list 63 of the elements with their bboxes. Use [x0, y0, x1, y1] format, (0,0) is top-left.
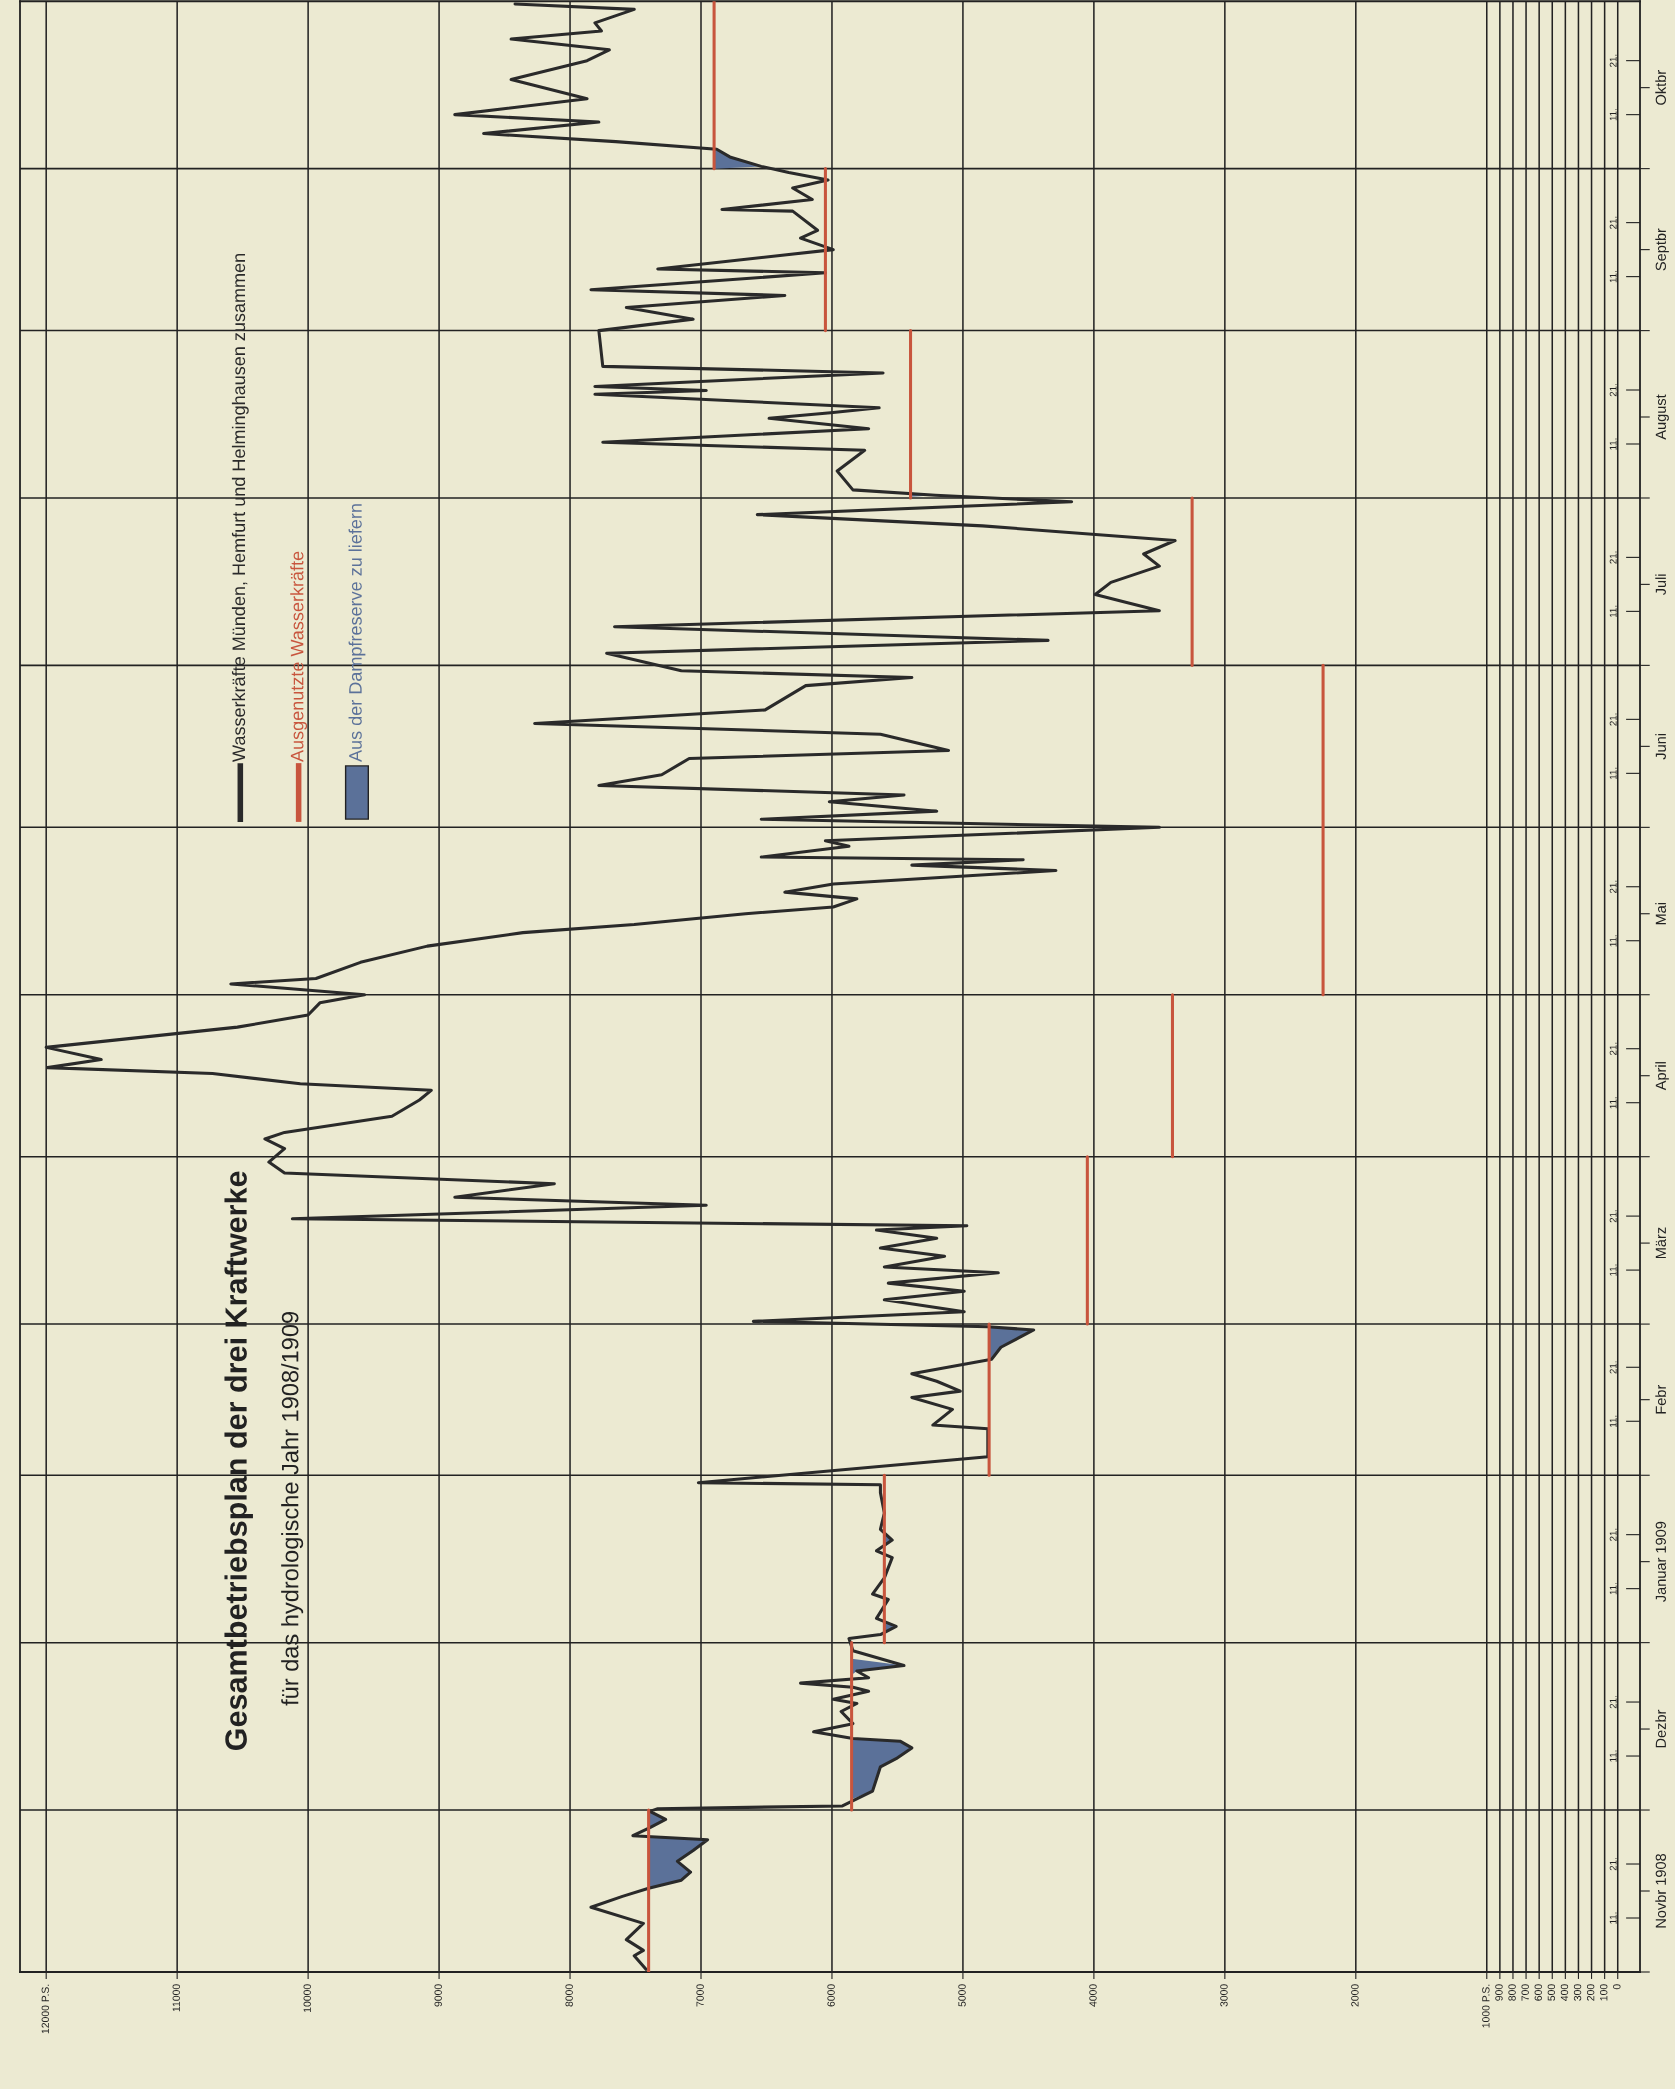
y2-tick-label: 21.	[1609, 1042, 1617, 1055]
x-tick-label: 11000	[172, 1984, 180, 2012]
y2-tick-label: 21.	[1609, 1696, 1617, 1709]
y2-tick-label: 21.	[1609, 880, 1617, 894]
x-tick-label: 6000	[827, 1984, 835, 2007]
text: Aus der Dampfreserve zu liefern	[348, 504, 366, 762]
x-tick-label: 400	[1560, 1984, 1569, 2001]
y-tick-label: Febr	[1655, 1384, 1666, 1414]
x-tick-label: 100	[1600, 1984, 1608, 2001]
y-tick-label: März	[1655, 1227, 1666, 1259]
y2-tick-label: 11.	[1609, 271, 1617, 283]
y2-tick-label: 21.	[1609, 1361, 1617, 1374]
y2-tick-label: 11.	[1609, 438, 1617, 450]
y-tick-label: Mai	[1655, 902, 1666, 925]
y-tick-label: Juni	[1655, 733, 1666, 760]
x-tick-label: 7000	[696, 1984, 704, 2007]
x-tick-label: 12000 P.S.	[41, 1984, 49, 2034]
x-tick-label: 600	[1534, 1984, 1542, 2001]
x-tick-label: 8000	[565, 1984, 573, 2007]
x-tick-label: 1000 P.S.	[1482, 1984, 1490, 2028]
x-tick-label: 700	[1521, 1984, 1529, 2001]
y2-tick-label: 21.	[1609, 1858, 1617, 1871]
text: Wasserkräfte Münden, Hemfurt und Helminghausen zusammen	[231, 254, 249, 762]
y2-tick-label: 21.	[1609, 1210, 1617, 1223]
y2-tick-label: 11.	[1609, 1912, 1617, 1924]
x-tick-label: 2000	[1351, 1984, 1359, 2007]
y2-tick-label: 11.	[1609, 1264, 1617, 1276]
x-tick-label: 800	[1508, 1984, 1516, 2001]
y-tick-label: Septbr	[1655, 228, 1669, 271]
x-tick-label: 500	[1547, 1984, 1556, 2001]
y2-tick-label: 11.	[1609, 1750, 1617, 1762]
y-tick-label: Juli	[1655, 574, 1666, 596]
y-tick-label: August	[1655, 394, 1669, 440]
x-tick-label: 0	[1613, 1984, 1621, 1990]
y-tick-label: Dezbr	[1655, 1709, 1666, 1748]
y2-tick-label: 21.	[1609, 216, 1617, 229]
x-tick-label: 5000	[958, 1984, 966, 2007]
x-tick-label: 200	[1586, 1984, 1595, 2001]
y2-tick-label: 11.	[1609, 767, 1617, 780]
x-tick-label: 900	[1495, 1984, 1503, 2001]
text: Ausgenutzte Wasserkräfte	[290, 551, 308, 762]
y2-tick-label: 11.	[1609, 935, 1617, 947]
x-tick-label: 300	[1573, 1984, 1582, 2001]
y-tick-label: Novbr 1908	[1655, 1853, 1666, 1928]
y2-tick-label: 21.	[1609, 1528, 1617, 1541]
y2-tick-label: 21.	[1609, 713, 1617, 726]
y-tick-label: April	[1655, 1062, 1669, 1091]
x-tick-label: 4000	[1089, 1984, 1097, 2007]
y2-tick-label: 21.	[1609, 54, 1617, 67]
y2-tick-label: 11.	[1609, 1097, 1617, 1109]
y-tick-label: Oktbr	[1655, 70, 1666, 105]
y2-tick-label: 11.	[1609, 1583, 1617, 1595]
text: für das hydrologische Jahr 1908/1909	[281, 1311, 304, 1706]
y2-tick-label: 21.	[1609, 551, 1617, 564]
y2-tick-label: 21.	[1609, 384, 1617, 397]
y2-tick-label: 11.	[1609, 109, 1617, 121]
y2-tick-label: 11.	[1609, 1415, 1617, 1427]
x-tick-label: 3000	[1220, 1984, 1228, 2007]
y2-tick-label: 11.	[1609, 605, 1617, 618]
x-tick-label: 10000	[303, 1984, 311, 2012]
x-tick-label: 9000	[434, 1984, 442, 2007]
text: Gesamtbetriebsplan der drei Kraftwerke	[224, 1171, 253, 1751]
y-tick-label: Januar 1909	[1655, 1521, 1666, 1602]
